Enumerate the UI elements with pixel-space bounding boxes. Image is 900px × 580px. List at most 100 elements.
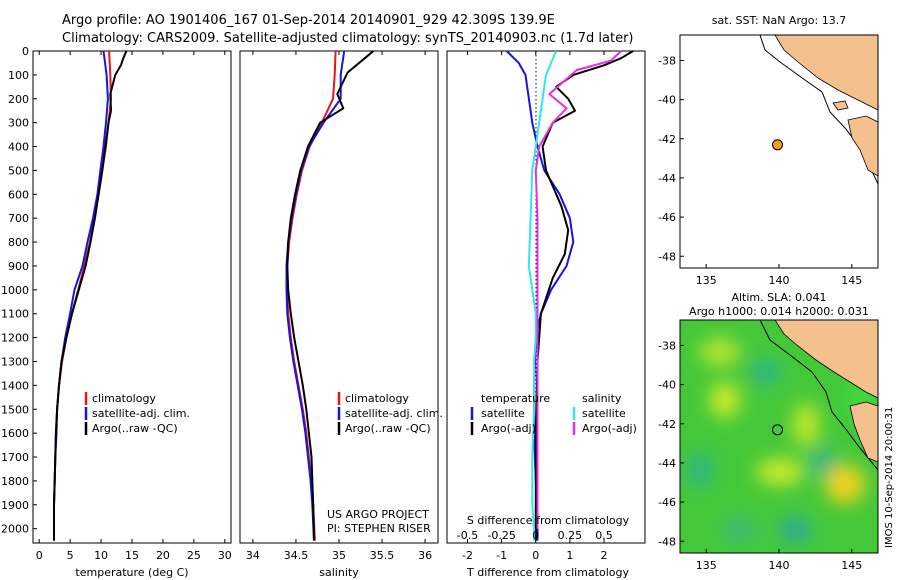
y-tick-label: 200: [8, 93, 29, 106]
sst-map-land-mainland: [774, 35, 878, 111]
x-tick-label: 0: [532, 549, 539, 562]
temperature-axes: [32, 50, 232, 544]
s-tick-label: -0.5: [457, 529, 478, 542]
lat-tick-label: -48: [658, 250, 676, 263]
sla-map-ticks: 135 140 145 -38 -40 -42 -44 -46 -48: [658, 339, 862, 572]
pi-label: PI: STEPHEN RISER: [327, 522, 431, 535]
lat-tick-label: -38: [658, 339, 676, 352]
legend-label-argo: Argo(..raw -QC): [92, 422, 178, 435]
lon-tick-label: 145: [841, 559, 862, 572]
y-tick-label: 0: [22, 45, 29, 58]
lon-tick-label: 135: [696, 559, 717, 572]
difference-series: [505, 50, 634, 541]
lat-tick-label: -40: [658, 379, 676, 392]
sst-map-title: sat. SST: NaN Argo: 13.7: [712, 14, 846, 27]
y-tick-label: 500: [8, 164, 29, 177]
lat-tick-label: -40: [658, 94, 676, 107]
lat-tick-label: -46: [658, 496, 676, 509]
legend-title-temperature: temperature: [481, 392, 550, 405]
lat-tick-label: -38: [658, 54, 676, 67]
lat-tick-label: -42: [658, 418, 676, 431]
y-tick-label: 1600: [1, 427, 29, 440]
series-line-satellite-adj-clim-: [53, 50, 109, 541]
x-tick-label: 5: [67, 549, 74, 562]
legend-label-satellite-adj: satellite-adj. clim.: [345, 407, 443, 420]
sla-map-land-mainland: [774, 320, 878, 399]
legend-label-s-argo: Argo(-adj): [582, 422, 637, 435]
x-tick-label: 36: [418, 549, 432, 562]
s-difference-axis-label: S difference from climatology: [467, 514, 630, 527]
legend-label-satellite-adj: satellite-adj. clim.: [92, 407, 190, 420]
depth-axis-ticks: 0 100 200 300 400 500 600 700 800 900 1000 1100 1200…: [1, 45, 37, 536]
series-line-t-satellite: [505, 50, 575, 541]
y-tick-label: 1200: [1, 332, 29, 345]
x-tick-label: 35.5: [370, 549, 395, 562]
y-tick-label: 700: [8, 212, 29, 225]
salinity-panel: 34 34.5 35 35.5 36 salinity climatology sate…: [239, 50, 443, 579]
title-line-1: Argo profile: AO 1901406_167 01-Sep-2014…: [62, 13, 555, 28]
difference-legend: temperature salinity satellite Argo(-adj…: [470, 392, 637, 435]
salinity-series: [285, 50, 375, 541]
temperature-panel: 0100200300400500600700800900100011001200…: [1, 45, 232, 579]
series-line-argo-raw-qc-: [53, 50, 128, 541]
lon-tick-label: 140: [769, 559, 790, 572]
sla-blob-cyan: [749, 360, 781, 384]
y-tick-label: 300: [8, 117, 29, 130]
sla-map-shelf-contour: [759, 320, 878, 471]
legend-label-climatology: climatology: [345, 392, 409, 405]
series-line-s-satellite: [527, 50, 558, 541]
y-tick-label: 400: [8, 141, 29, 154]
x-tick-label: 25: [187, 549, 201, 562]
x-tick-label: 0: [36, 549, 43, 562]
x-tick-label: 2: [601, 549, 608, 562]
argo-profile-location-marker: [772, 139, 783, 151]
sla-blob-yellow: [700, 338, 740, 366]
x-tick-label: 34: [246, 549, 260, 562]
sst-map-land-tasmania: [847, 115, 878, 177]
y-tick-label: 1900: [1, 499, 29, 512]
x-tick-label: 30: [218, 549, 232, 562]
sla-map-panel: Altim. SLA: 0.041 Argo h1000: 0.014 h200…: [658, 291, 879, 572]
sst-map-ticks: 135 140 145 -38 -40 -42 -44 -46 -48: [658, 54, 862, 287]
x-tick-label: 15: [125, 549, 139, 562]
s-tick-label: 0.5: [595, 529, 613, 542]
sla-blob-yellow: [825, 464, 865, 504]
series-line-argo-raw-qc-: [286, 50, 375, 541]
sla-map-title-2: Argo h1000: 0.014 h2000: 0.031: [689, 305, 869, 318]
sla-map-land-tasmania: [849, 401, 878, 463]
y-tick-label: 1400: [1, 379, 29, 392]
salinity-legend: climatology satellite-adj. clim. Argo(..…: [337, 392, 443, 435]
sla-blob-yellow: [792, 403, 820, 447]
difference-axes: [446, 50, 646, 544]
y-tick-label: 100: [8, 69, 29, 82]
lat-tick-label: -44: [658, 172, 676, 185]
x-tick-label: -1: [496, 549, 507, 562]
x-tick-label: 35: [332, 549, 346, 562]
salinity-axes: [239, 50, 439, 544]
argo-profile-location-ring: [772, 424, 783, 436]
temperature-axis-ticks: 0 5 10 15 20 25 30: [36, 51, 232, 562]
sla-blob-cyan: [779, 518, 811, 542]
y-tick-label: 600: [8, 188, 29, 201]
temperature-series: [53, 50, 128, 541]
legend-label-t-satellite: satellite: [481, 407, 525, 420]
title-line-2: Climatology: CARS2009. Satellite-adjuste…: [62, 31, 634, 46]
legend-label-argo: Argo(..raw -QC): [345, 422, 431, 435]
legend-label-t-argo: Argo(-adj): [481, 422, 536, 435]
y-tick-label: 1500: [1, 403, 29, 416]
sla-blob-yellow: [709, 382, 741, 418]
y-tick-label: 800: [8, 236, 29, 249]
s-tick-label: -0.25: [487, 529, 515, 542]
lat-tick-label: -46: [658, 211, 676, 224]
difference-panel: -2 -1 0 1 2 T difference from climatology S …: [446, 50, 646, 579]
lat-tick-label: -44: [658, 457, 676, 470]
t-difference-axis-label: T difference from climatology: [466, 566, 629, 579]
sst-map-land-kangaroo-island: [832, 100, 849, 111]
sla-blob-cyan: [810, 448, 834, 476]
project-label: US ARGO PROJECT: [327, 508, 429, 521]
legend-label-climatology: climatology: [92, 392, 156, 405]
sla-map-title-1: Altim. SLA: 0.041: [731, 291, 826, 304]
lon-tick-label: 140: [769, 274, 790, 287]
y-tick-label: 900: [8, 260, 29, 273]
